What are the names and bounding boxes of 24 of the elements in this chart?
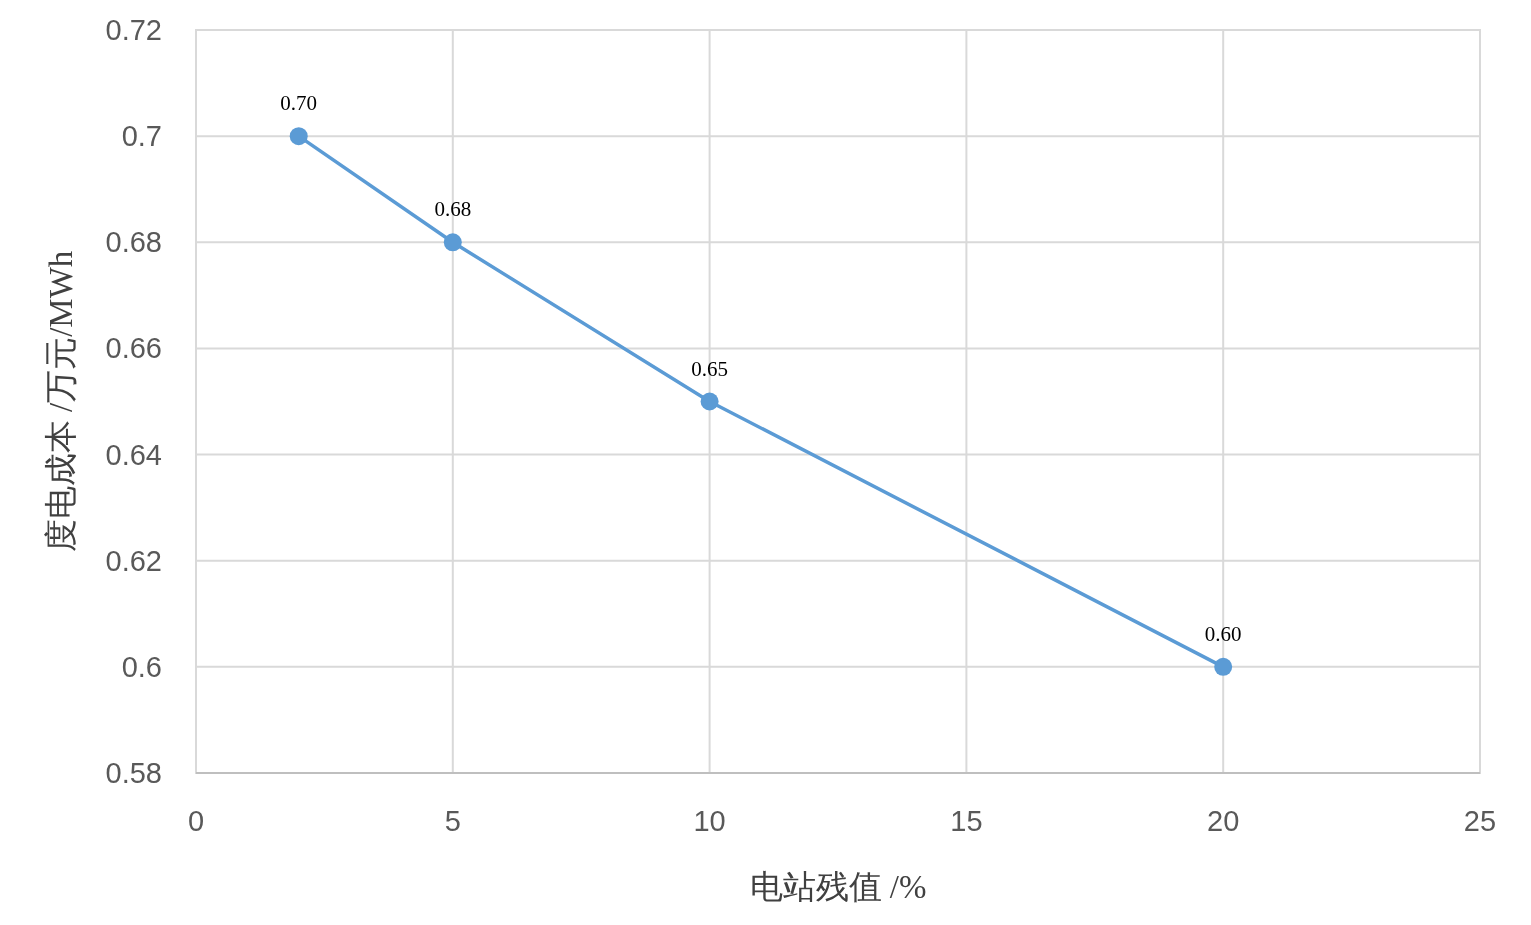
x-tick-label: 15: [950, 805, 983, 837]
y-tick-label: 0.68: [105, 226, 162, 259]
y-axis-title: 度电成本 /万元/MWh: [43, 250, 79, 553]
y-tick-label: 0.62: [105, 544, 162, 577]
y-tick-label: 0.58: [105, 757, 162, 789]
data-label: 0.60: [1204, 621, 1242, 646]
y-tick-label: 0.6: [121, 650, 162, 683]
data-label: 0.68: [434, 197, 472, 222]
x-tick-label: 25: [1463, 805, 1497, 837]
y-tick-label: 0.64: [105, 438, 162, 471]
x-tick-label: 5: [444, 805, 461, 837]
point: [1214, 657, 1233, 676]
data-label: 0.70: [280, 91, 318, 116]
x-axis-title: 电站残值 /%: [749, 869, 927, 905]
point: [289, 127, 308, 146]
point: [700, 392, 719, 411]
data-label: 0.65: [691, 356, 728, 381]
y-tick-label: 0.66: [105, 332, 162, 365]
x-tick-label: 0: [187, 805, 205, 837]
x-tick-label: 20: [1207, 805, 1240, 837]
x-tick-label: 10: [693, 805, 726, 837]
point: [443, 233, 462, 252]
y-tick-label: 0.72: [105, 14, 162, 46]
y-tick-label: 0.7: [121, 120, 162, 153]
